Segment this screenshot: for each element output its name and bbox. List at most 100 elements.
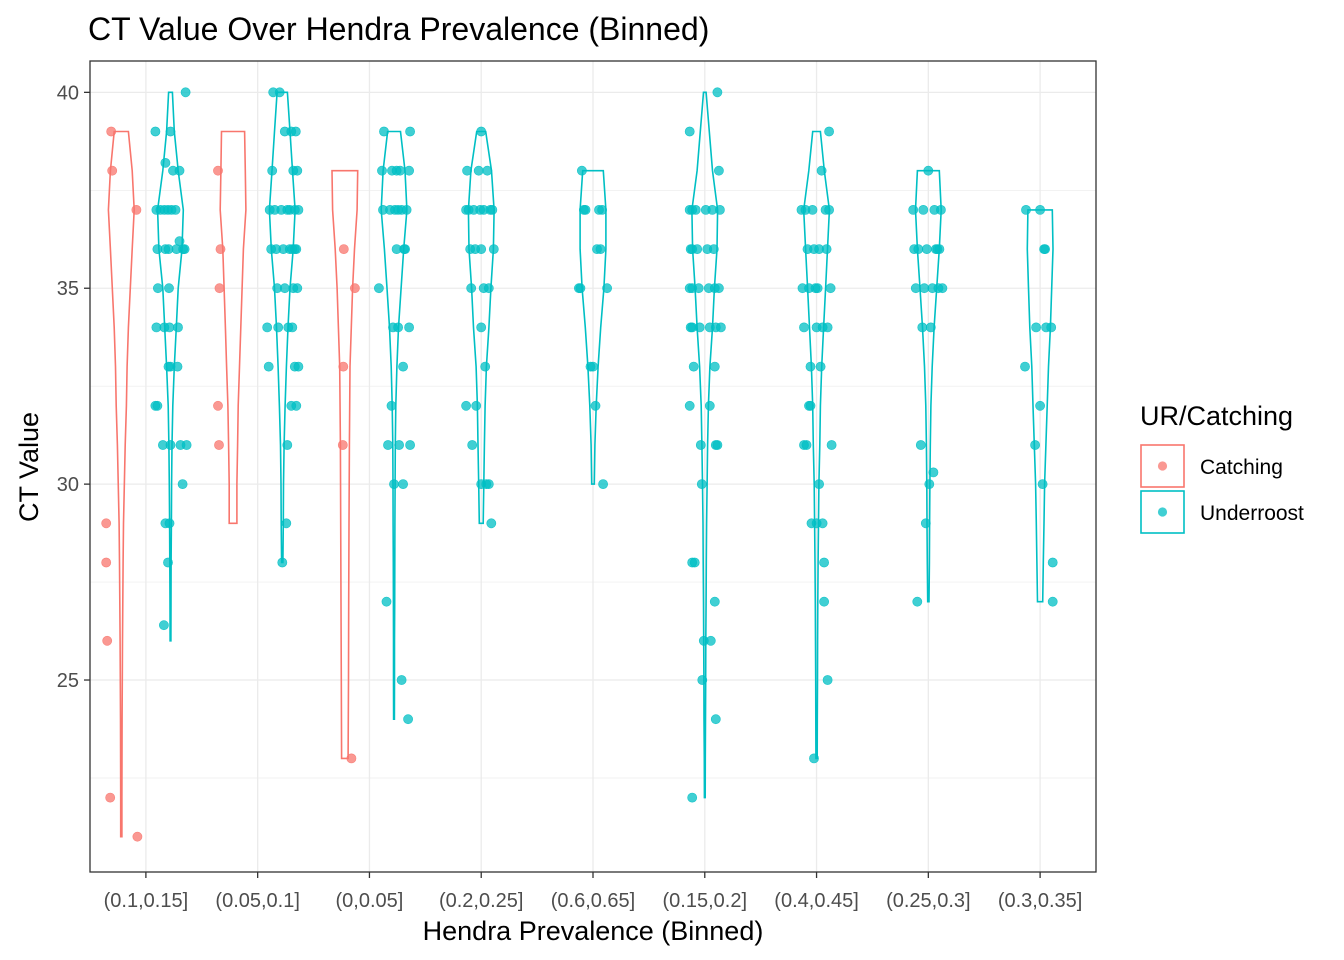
point-underroost [396, 675, 407, 685]
x-tick-label: (0.6,0.65] [551, 890, 636, 912]
point-catching [106, 126, 117, 137]
point-underroost [383, 440, 393, 450]
point-underroost [917, 322, 928, 333]
point-underroost [476, 126, 487, 137]
point-underroost [705, 635, 716, 646]
point-underroost [279, 283, 290, 294]
point-underroost [381, 596, 392, 607]
point-underroost [819, 557, 829, 568]
point-underroost [910, 283, 921, 294]
point-catching [213, 165, 223, 176]
point-underroost [689, 557, 700, 568]
x-tick-label: (0.4,0.45] [774, 890, 859, 912]
point-underroost [1037, 479, 1048, 489]
point-underroost [1031, 322, 1041, 333]
point-underroost [801, 440, 812, 450]
point-underroost [398, 479, 408, 489]
point-underroost [709, 596, 720, 607]
point-underroost [290, 126, 301, 137]
point-underroost [580, 204, 591, 215]
point-underroost [165, 440, 176, 450]
point-underroost [404, 322, 414, 333]
point-underroost [170, 204, 181, 215]
violin-underroost [802, 130, 831, 760]
point-underroost [925, 322, 936, 333]
point-underroost [710, 714, 721, 725]
point-underroost [826, 440, 837, 450]
point-underroost [379, 126, 389, 137]
point-underroost [597, 204, 607, 215]
point-underroost [715, 204, 725, 215]
point-underroost [164, 283, 174, 294]
point-underroost [286, 400, 297, 411]
point-underroost [150, 126, 161, 137]
point-underroost [273, 322, 284, 333]
point-underroost [918, 204, 929, 215]
point-underroost [293, 361, 304, 372]
point-underroost [461, 400, 471, 411]
point-underroost [473, 165, 484, 176]
point-underroost [389, 479, 399, 489]
point-underroost [277, 557, 288, 568]
point-underroost [405, 440, 415, 450]
point-catching [105, 792, 116, 803]
point-underroost [695, 440, 706, 450]
point-underroost [932, 244, 943, 254]
point-catching [338, 361, 349, 372]
point-underroost [466, 283, 477, 294]
point-underroost [398, 361, 408, 372]
point-underroost [478, 204, 489, 215]
point-underroost [400, 244, 410, 254]
point-underroost [164, 518, 175, 529]
grid-lines [90, 61, 1096, 872]
x-tick-label: (0.05,0.1] [215, 890, 300, 912]
point-underroost [716, 322, 726, 333]
point-underroost [936, 204, 946, 215]
point-underroost [805, 361, 816, 372]
legend-label-underroost: Underroost [1200, 502, 1304, 525]
point-catching [349, 283, 360, 294]
x-axis: (0.1,0.15] (0.05,0.1] (0,0.05] (0.2,0.25] (0… [104, 872, 1083, 912]
point-catching [102, 635, 113, 646]
point-underroost [292, 283, 303, 294]
point-underroost [809, 753, 819, 764]
x-tick-label: (0.25,0.3] [886, 890, 971, 912]
point-catching [346, 753, 357, 764]
legend: UR/Catching Catching Underroost [1140, 401, 1304, 534]
y-axis: 25 30 35 40 [57, 82, 90, 692]
point-underroost [391, 244, 402, 254]
x-tick-label: (0.15,0.2] [663, 890, 748, 912]
point-underroost [814, 479, 824, 489]
point-underroost [1047, 557, 1058, 568]
point-underroost [696, 479, 707, 489]
data-points [101, 87, 1058, 842]
point-underroost [488, 244, 499, 254]
point-underroost [163, 557, 173, 568]
x-tick-label: (0.3,0.35] [998, 890, 1083, 912]
point-underroost [712, 87, 723, 98]
y-tick-label: 30 [57, 474, 79, 496]
point-underroost [684, 400, 695, 411]
point-underroost [687, 792, 698, 803]
point-underroost [816, 165, 827, 176]
point-catching [101, 518, 112, 529]
point-catching [101, 557, 112, 568]
point-underroost [590, 400, 601, 411]
point-catching [215, 244, 226, 254]
point-underroost [817, 518, 828, 529]
point-underroost [172, 361, 183, 372]
point-underroost [1046, 322, 1057, 333]
point-underroost [577, 165, 587, 176]
point-underroost [267, 165, 278, 176]
point-underroost [173, 322, 183, 333]
point-underroost [937, 283, 948, 294]
point-underroost [817, 322, 828, 333]
point-catching [214, 440, 224, 450]
point-underroost [165, 126, 176, 137]
point-underroost [712, 440, 723, 450]
y-tick-label: 35 [57, 278, 79, 300]
x-tick-label: (0.2,0.25] [439, 890, 524, 912]
point-underroost [394, 440, 404, 450]
point-underroost [405, 126, 415, 137]
point-underroost [476, 244, 487, 254]
